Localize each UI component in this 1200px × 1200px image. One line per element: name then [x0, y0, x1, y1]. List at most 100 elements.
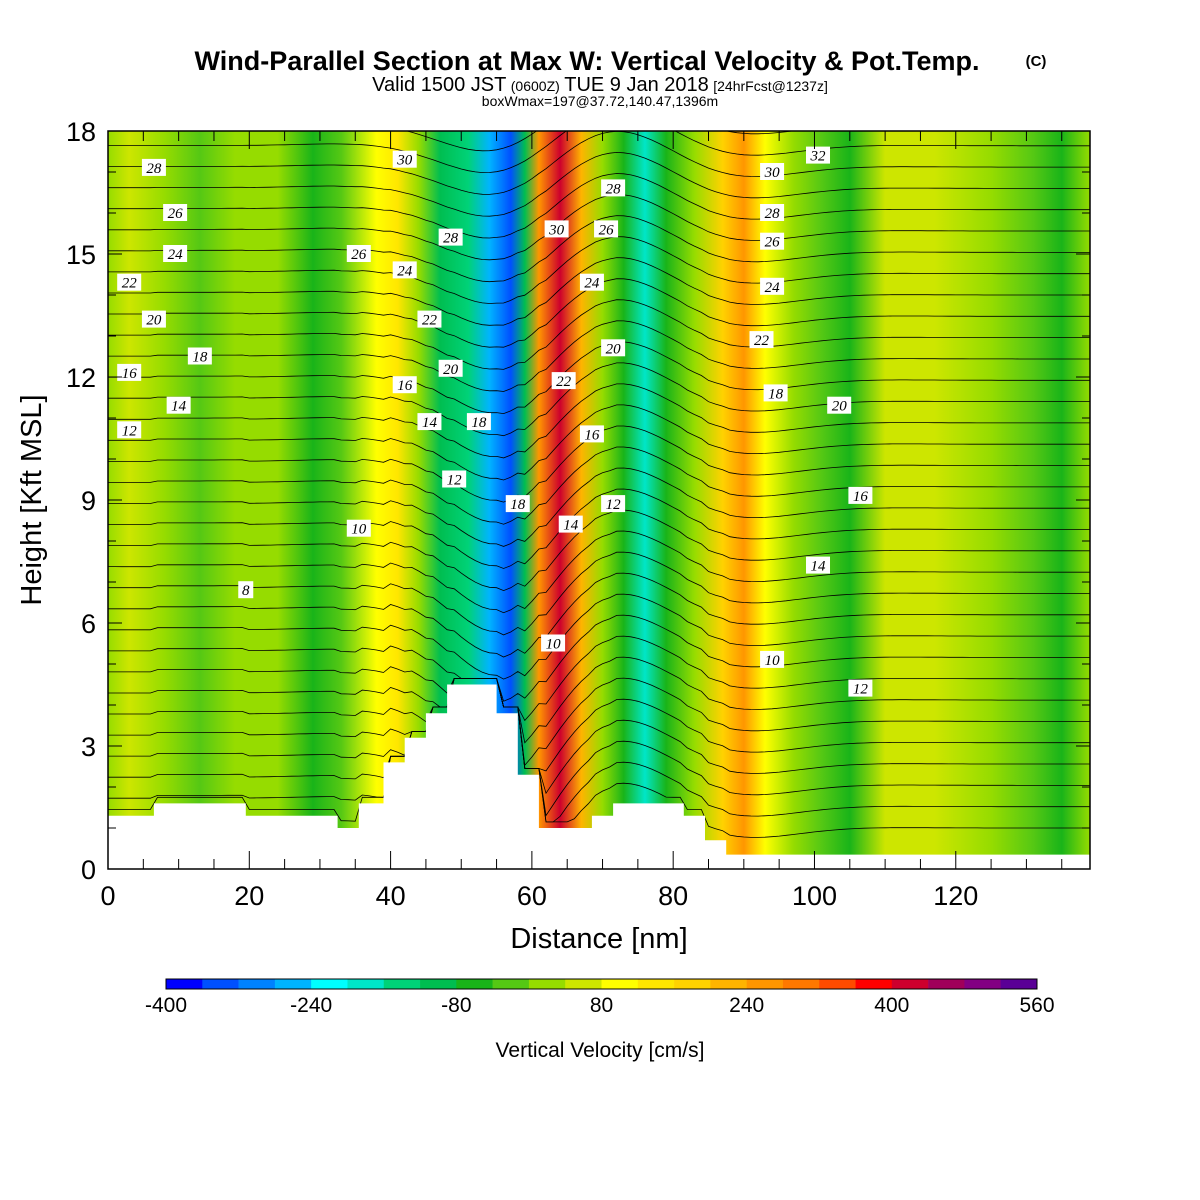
- svg-text:26: 26: [168, 206, 184, 222]
- contour-label: 10: [346, 519, 371, 538]
- isentrope-line: [108, 593, 1090, 680]
- y-tick-label: 3: [81, 732, 96, 762]
- contour-label: 20: [601, 339, 626, 357]
- isentrope-line: [108, 678, 1090, 817]
- colorbar-swatch: [855, 979, 893, 989]
- contour-label: 8: [238, 581, 254, 599]
- colorbar-swatch: [456, 979, 493, 989]
- colorbar-swatch: [274, 979, 312, 989]
- svg-text:30: 30: [764, 165, 781, 181]
- contour-label: 12: [442, 470, 467, 489]
- colorbar-swatch: [746, 979, 784, 989]
- svg-text:22: 22: [754, 333, 770, 349]
- contour-label: 24: [163, 245, 188, 263]
- contour-label: 30: [392, 150, 417, 169]
- x-tick-label: 120: [933, 881, 978, 911]
- svg-text:28: 28: [606, 181, 622, 197]
- contour-label: 18: [763, 384, 788, 402]
- y-tick-label: 6: [81, 609, 96, 639]
- contour-label: 30: [544, 220, 569, 238]
- contour-label: 22: [417, 310, 442, 329]
- isentrope-line: [108, 404, 1090, 481]
- vertical-velocity-field: [108, 131, 1090, 869]
- isentrope-line: [108, 678, 1090, 772]
- contour-label: 14: [806, 556, 831, 575]
- svg-text:24: 24: [765, 280, 781, 296]
- svg-text:16: 16: [122, 366, 138, 382]
- colorbar-swatch: [601, 979, 639, 989]
- isentrope-line: [108, 215, 1090, 283]
- colorbar-swatch: [928, 979, 965, 989]
- svg-text:18: 18: [192, 350, 208, 366]
- colorbar-swatch: [528, 979, 566, 989]
- svg-text:10: 10: [765, 653, 781, 669]
- colorbar-swatch: [674, 979, 711, 989]
- svg-text:26: 26: [351, 247, 367, 263]
- svg-text:8: 8: [242, 583, 250, 599]
- contour-label: 26: [594, 220, 619, 238]
- contour-label: 20: [827, 396, 852, 415]
- contour-label: 26: [346, 245, 371, 263]
- svg-text:30: 30: [548, 222, 565, 238]
- contour-label: 16: [848, 486, 873, 505]
- chart-header: Wind-Parallel Section at Max W: Vertical…: [195, 46, 1047, 109]
- isentrope-line: [108, 194, 1090, 261]
- contour-label: 10: [541, 634, 566, 653]
- isentrope-line: [108, 678, 1090, 795]
- x-tick-label: 40: [376, 881, 406, 911]
- contour-label: 22: [749, 331, 774, 349]
- svg-text:20: 20: [832, 399, 848, 415]
- svg-text:26: 26: [599, 222, 615, 238]
- y-axis-tick-labels: 0 3 6 9 12 15 18: [66, 117, 96, 885]
- colorbar-swatch: [964, 979, 1002, 989]
- colorbar-swatch: [782, 979, 820, 989]
- colorbar-swatch: [202, 979, 239, 989]
- svg-text:22: 22: [556, 374, 572, 390]
- isentrope-line: [108, 509, 1090, 592]
- colorbar-swatch: [492, 979, 530, 989]
- colorbar-swatch: [819, 979, 856, 989]
- isentrope-line: [108, 488, 1090, 569]
- contour-label: 14: [166, 396, 191, 415]
- contour-label: 24: [760, 277, 785, 296]
- axis-tick-marks: [107, 130, 1090, 870]
- contour-label: 22: [551, 372, 576, 390]
- isentrope-line: [108, 257, 1090, 326]
- y-tick-label: 12: [66, 363, 96, 393]
- svg-text:22: 22: [422, 313, 438, 329]
- svg-text:24: 24: [584, 276, 600, 292]
- svg-text:28: 28: [146, 161, 162, 177]
- svg-text:26: 26: [765, 235, 781, 251]
- contour-label: 16: [117, 363, 142, 382]
- contour-label: 12: [117, 421, 142, 439]
- colorbar-label: Vertical Velocity [cm/s]: [496, 1039, 705, 1062]
- svg-text:12: 12: [122, 423, 138, 439]
- colorbar-swatch: [710, 979, 747, 989]
- x-axis-tick-labels: 0 20 40 60 80 100 120: [100, 881, 978, 911]
- isentrope-line: [108, 572, 1090, 658]
- contour-label: 20: [141, 310, 166, 329]
- svg-text:10: 10: [351, 522, 367, 538]
- potential-temperature-contours: [108, 131, 1090, 838]
- y-axis-label: Height [Kft MSL]: [16, 394, 48, 605]
- svg-text:24: 24: [168, 247, 184, 263]
- isentrope-line: [108, 614, 1090, 702]
- svg-text:20: 20: [146, 313, 162, 329]
- svg-text:12: 12: [853, 682, 869, 698]
- contour-label: 14: [417, 413, 442, 431]
- colorbar-swatch: [347, 979, 385, 989]
- isentrope-line: [108, 446, 1090, 525]
- contour-label: 20: [438, 359, 463, 378]
- boxwmax-line: boxWmax=197@37.72,140.47,1396m: [482, 93, 718, 109]
- colorbar-tick-label: 560: [1019, 994, 1054, 1017]
- isentrope-line: [108, 173, 1090, 239]
- contour-label: 18: [466, 413, 491, 431]
- colorbar-tick-label: -240: [290, 994, 332, 1017]
- copyright-mark: (C): [1026, 53, 1047, 70]
- isentrope-line: [108, 383, 1090, 459]
- contour-labels: 28 26 24 22 20 18 16 14 12 8 10 30 26 24 28 22 16 20 14 18 1…: [117, 146, 873, 698]
- svg-text:10: 10: [546, 637, 562, 653]
- colorbar-tick-label: 400: [874, 994, 909, 1017]
- contour-label: 16: [579, 425, 604, 443]
- contour-label: 14: [558, 515, 583, 534]
